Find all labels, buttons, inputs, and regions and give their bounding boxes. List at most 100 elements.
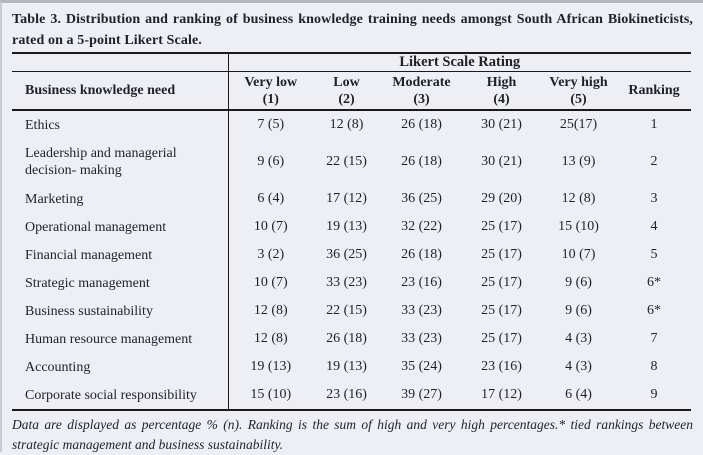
value-cell: 17 (12) [463,381,540,411]
value-cell: 36 (25) [326,247,367,262]
table-row-human-resource: Human resource management 12 (8) 26 (18)… [12,325,691,353]
table-row-ethics: Ethics 7 (5) 12 (8) 26 (18) 30 (21) 25(1… [12,110,691,139]
ranking-cell: 9 [617,381,692,411]
column-header-very-low: Very low (1) [228,71,313,111]
ranking-cell: 6* [647,275,661,290]
column-header-high: High (4) [463,71,540,111]
table-title: Table 3. Distribution and ranking of bus… [12,12,693,48]
column-header-low: Low (2) [313,71,380,111]
table-row-operational: Operational management 10 (7) 19 (13) 32… [12,213,691,241]
group-header-cell: Likert Scale Rating [228,52,692,72]
value-cell: 7 (5) [257,117,285,132]
value-cell: 9 (6) [565,275,592,290]
ranking-cell: 4 [650,219,658,234]
column-header-very-high: Very high (5) [540,71,617,111]
column-header-sub: (2) [338,91,355,107]
column-header-sub: (3) [413,91,430,107]
value-cell: 3 (2) [257,247,285,262]
value-cell: 39 (27) [380,381,463,411]
value-cell: 26 (18) [326,331,367,346]
value-cell: 33 (23) [401,331,442,346]
value-cell: 12 (8) [561,191,596,206]
value-cell: 4 (3) [565,331,592,346]
table-row-financial: Financial management 3 (2) 36 (25) 26 (1… [12,241,691,269]
value-cell: 23 (16) [313,381,380,411]
value-cell: 25 (17) [481,219,522,234]
column-header-ranking: Ranking [617,71,692,111]
value-cell: 10 (7) [561,247,596,262]
value-cell: 25 (17) [481,247,522,262]
column-header-sub: (1) [262,91,279,107]
value-cell: 25 (17) [481,275,522,290]
table-row-leadership: Leadership and managerial decision- maki… [12,139,691,185]
ranking-cell: 5 [650,247,658,262]
need-cell: Leadership and managerial decision- maki… [12,139,229,185]
ranking-cell: 7 [650,331,658,346]
value-cell: 12 (8) [329,117,364,132]
need-cell: Marketing [12,185,229,213]
column-header-label: Low [333,74,360,90]
value-cell: 19 (13) [250,359,292,374]
column-header-moderate: Moderate (3) [380,71,463,111]
value-cell: 12 (8) [253,303,288,318]
ranking-cell: 3 [650,191,658,206]
value-cell: 10 (7) [253,219,288,234]
value-cell: 26 (18) [401,247,442,262]
value-cell: 23 (16) [481,359,522,374]
need-cell: Operational management [12,213,229,241]
column-header-sub: (4) [493,91,510,107]
value-cell: 33 (23) [326,275,367,290]
need-cell: Corporate social responsibility [12,381,229,411]
ranking-cell: 6* [647,303,661,318]
table-row-marketing: Marketing 6 (4) 17 (12) 36 (25) 29 (20) … [12,185,691,213]
column-header-sub: (5) [570,91,587,107]
column-header-label: High [486,74,517,90]
value-cell: 26 (18) [401,117,442,132]
value-cell: 22 (15) [326,303,367,318]
table-row-sustainability: Business sustainability 12 (8) 22 (15) 3… [12,297,691,325]
value-cell: 23 (16) [401,275,442,290]
value-cell: 25(17) [559,117,598,132]
value-cell: 30 (21) [481,117,522,132]
value-cell: 25 (17) [481,331,522,346]
value-cell: 19 (13) [326,359,367,374]
need-cell: Business sustainability [12,297,229,325]
need-cell: Ethics [12,110,229,139]
column-header-label: Very high [549,74,608,90]
need-cell: Human resource management [12,325,229,353]
value-cell: 29 (20) [481,191,522,206]
value-cell: 25 (17) [481,303,522,318]
value-cell: 10 (7) [253,275,288,290]
value-cell: 13 (9) [561,154,596,169]
need-cell: Strategic management [12,269,229,297]
value-cell: 4 (3) [565,359,592,374]
value-cell: 30 (21) [481,154,522,169]
table-footnote: Data are displayed as percentage % (n). … [12,417,693,452]
needs-table: Likert Scale Rating Business knowledge n… [12,52,692,411]
value-cell: 17 (12) [326,191,367,206]
ranking-cell: 2 [650,154,658,169]
column-header-row: Business knowledge need Very low (1) Low… [12,71,692,111]
value-cell: 22 (15) [326,154,367,169]
group-header-row: Likert Scale Rating [12,52,692,72]
value-cell: 32 (22) [401,219,442,234]
column-header-label: Moderate [392,74,451,90]
value-cell: 36 (25) [401,191,442,206]
need-cell: Accounting [12,353,229,381]
value-cell: 19 (13) [326,219,367,234]
table-row-accounting: Accounting 19 (13) 19 (13) 35 (24) 23 (1… [12,353,691,381]
value-cell: 15 (10) [228,381,313,411]
value-cell: 35 (24) [401,359,442,374]
value-cell: 15 (10) [558,219,599,234]
need-cell: Financial management [12,241,229,269]
table-row-csr: Corporate social responsibility 15 (10) … [12,381,692,411]
ranking-cell: 8 [650,359,658,374]
column-header-need: Business knowledge need [12,71,229,111]
group-header-spacer [12,52,229,72]
column-header-label: Very low [244,74,298,90]
value-cell: 26 (18) [401,154,442,169]
value-cell: 33 (23) [401,303,442,318]
table-row-strategic: Strategic management 10 (7) 33 (23) 23 (… [12,269,691,297]
value-cell: 12 (8) [253,331,288,346]
